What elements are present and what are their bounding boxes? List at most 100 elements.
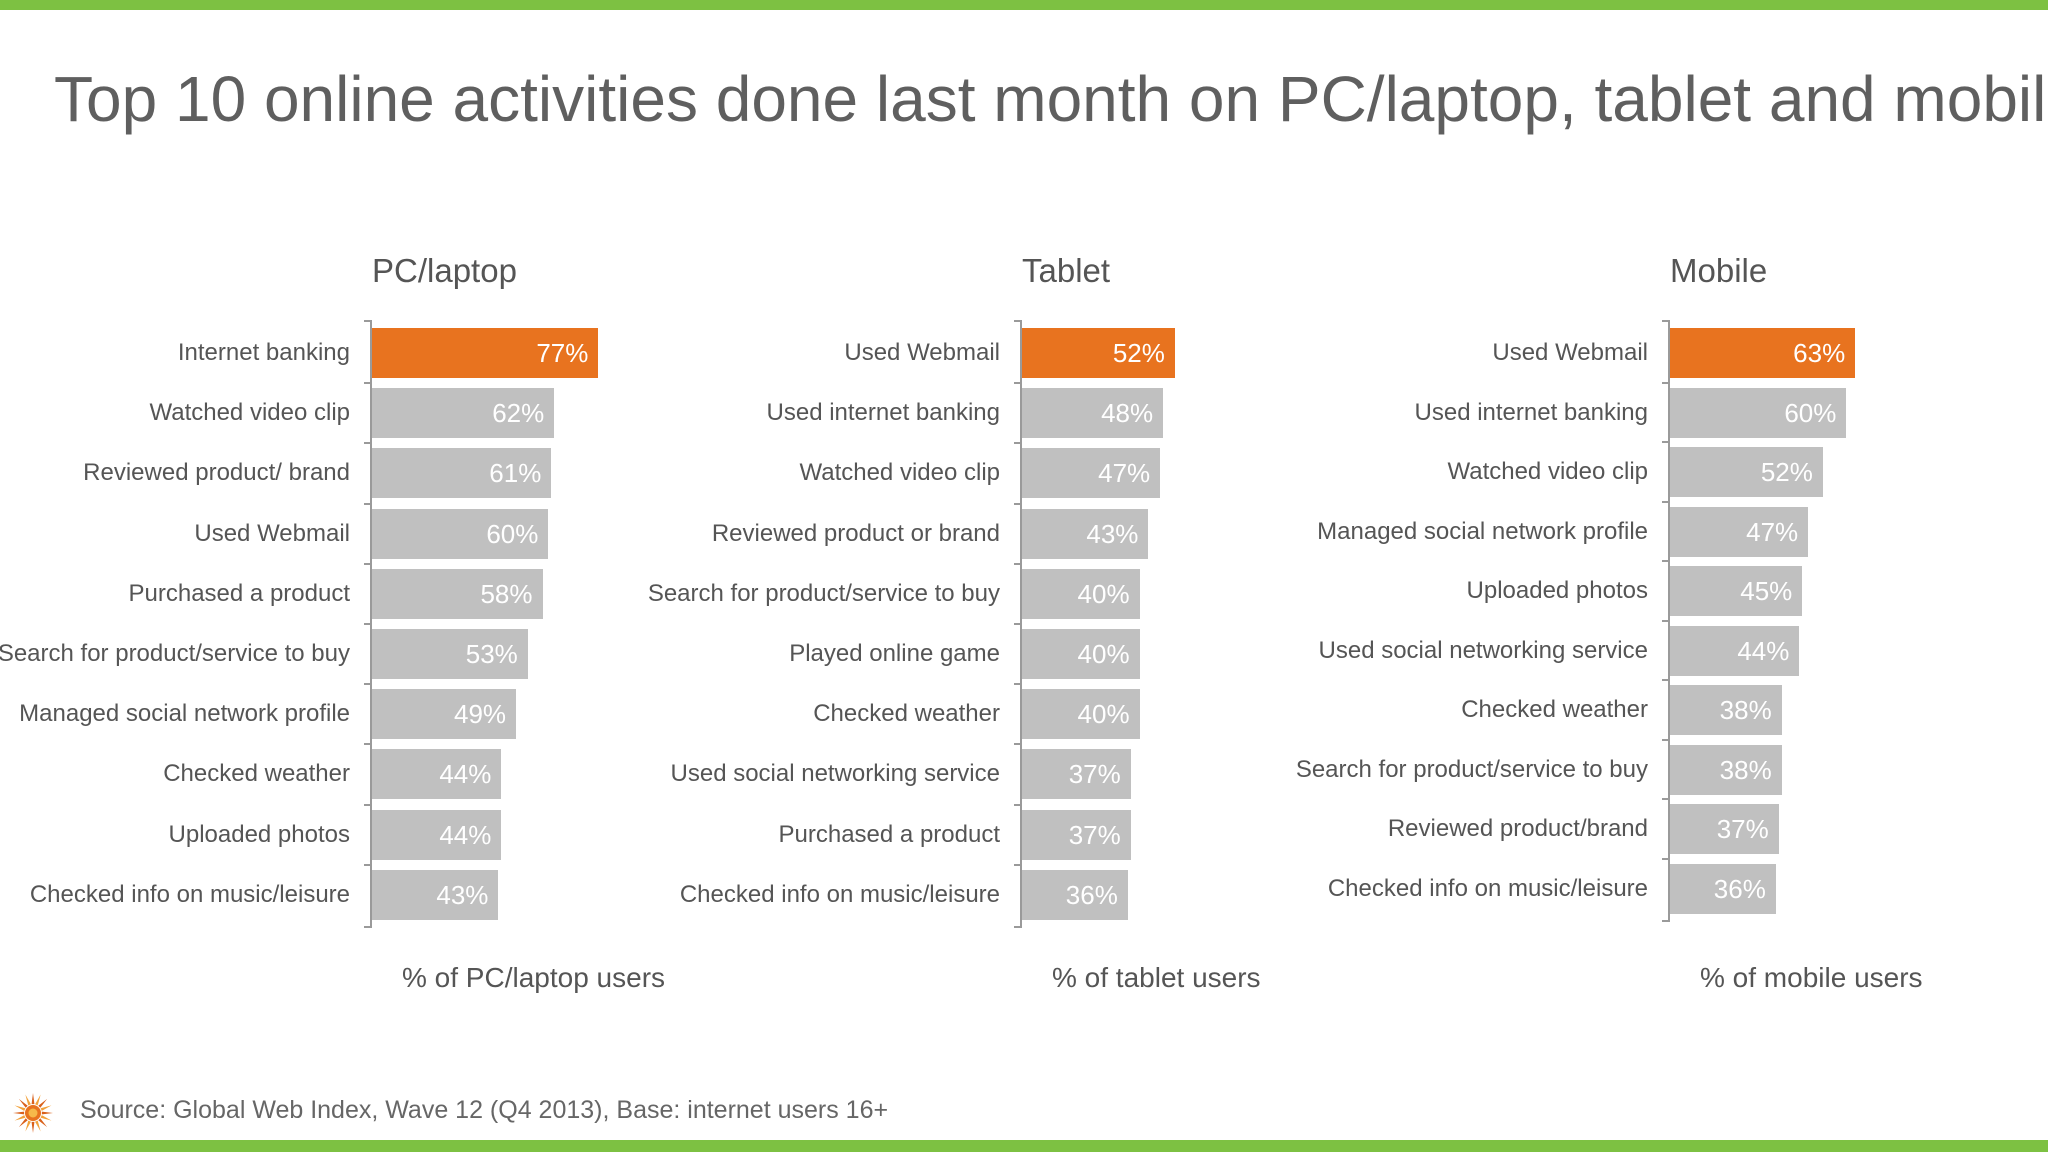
value-label: 49% [454,699,507,730]
bar-mobile [1670,744,1782,795]
chart-axis-pc-laptop [370,320,372,928]
chart-axis-tick [1662,738,1669,741]
category-label: Used Webmail [1492,339,1648,366]
bar-mobile [1670,328,1856,378]
value-label: 44% [439,819,492,850]
bar-pc-laptop [372,328,599,378]
bar-pc-laptop [372,388,555,439]
value-label: 77% [536,338,589,368]
bar-tablet [1022,448,1161,499]
chart-axis-tick [1662,679,1669,682]
chart-axis-tick [1662,441,1669,444]
chart-axis-tick [364,442,371,445]
category-label: Used Webmail [844,339,1000,366]
chart-title-tablet: Tablet [1022,252,1111,289]
bar-mobile [1670,804,1779,854]
chart-axis-tick [364,683,371,686]
chart-axis-tick [1014,442,1021,445]
chart-axis-tick [1662,560,1669,563]
category-label: Checked weather [813,700,1000,728]
value-label: 38% [1719,754,1772,785]
value-label: 48% [1101,398,1154,429]
bar-tablet [1022,809,1131,860]
bar-mobile [1670,387,1847,438]
category-label: Purchased a product [128,579,350,607]
chart-axis-tick [1662,381,1669,384]
chart-axis-tick [364,863,371,866]
bar-pc-laptop [372,448,552,499]
chart-axis-tick [1014,502,1021,505]
category-label: Watched video clip [1447,458,1648,485]
chart-axis-tick [1014,320,1021,322]
category-label: Search for product/service to buy [1295,755,1648,783]
category-label: Search for product/service to buy [647,579,1000,607]
category-label: Used social networking service [1318,636,1648,664]
chart-axis-tablet [1020,320,1022,928]
value-label: 58% [480,578,533,609]
value-label: 38% [1719,695,1772,725]
bar-mobile [1670,863,1776,914]
category-label: Checked info on music/leisure [1327,874,1648,902]
bar-pc-laptop [372,689,517,740]
category-label: Used internet banking [766,399,1000,427]
bar-tablet [1022,689,1140,740]
top-accent-bar [0,0,2048,10]
bar-pc-laptop [372,809,502,860]
bar-mobile [1670,566,1803,616]
bar-pc-laptop [372,508,549,559]
chart-axis-tick [1662,857,1669,860]
chart-axis-tick [364,562,371,565]
category-label: Search for product/service to buy [0,640,350,667]
category-label: Checked weather [1461,696,1648,723]
chart-axis-tick [364,743,371,746]
value-label: 52% [1760,457,1813,487]
category-label: Used internet banking [1414,398,1648,426]
value-label: 45% [1740,576,1793,606]
chart-axis-tick [1662,500,1669,503]
category-label: Checked weather [163,760,350,788]
value-label: 47% [1098,458,1151,489]
bar-tablet [1022,869,1128,920]
category-label: Used social networking service [670,760,1000,788]
page-title: Top 10 online activities done last month… [54,63,2048,135]
category-label: Checked info on music/leisure [679,880,1000,908]
category-label: Played online game [789,640,1000,667]
value-label: 37% [1068,759,1121,790]
chart-axis-tick [1014,382,1021,385]
bar-pc-laptop [372,629,528,679]
chart-axis-tick [1014,683,1021,686]
value-label: 43% [1086,518,1139,549]
chart-axis-tick [364,382,371,385]
category-label: Uploaded photos [168,820,350,848]
chart-axis-title-pc-laptop: % of PC/laptop users [402,962,666,993]
bar-tablet [1022,568,1140,619]
chart-axis-tick [1014,863,1021,866]
value-label: 52% [1112,338,1165,368]
chart-axis-tick [1662,619,1669,622]
value-label: 63% [1793,338,1846,368]
chart-axis-title-mobile: % of mobile users [1700,962,1923,993]
category-label: Reviewed product/brand [1387,815,1648,842]
category-label: Reviewed product/ brand [83,459,350,487]
bar-mobile [1670,625,1800,676]
value-label: 61% [489,458,542,489]
category-label: Managed social network profile [19,700,350,728]
bottom-accent-bar [0,1140,2048,1152]
value-label: 44% [439,759,492,790]
category-label: Watched video clip [149,399,350,427]
chart-title-pc-laptop: PC/laptop [372,252,517,289]
source-note: Source: Global Web Index, Wave 12 (Q4 20… [80,1096,889,1124]
bar-tablet [1022,328,1175,378]
value-label: 40% [1077,578,1130,609]
chart-axis-tick [1014,803,1021,806]
chart-axis-title-tablet: % of tablet users [1052,962,1261,993]
bar-mobile [1670,506,1809,557]
chart-axis-tick [364,803,371,806]
category-label: Managed social network profile [1317,517,1648,545]
value-label: 53% [465,639,518,669]
value-label: 44% [1737,635,1790,666]
chart-axis-tick [1662,919,1669,922]
category-label: Uploaded photos [1466,577,1648,604]
bar-tablet [1022,749,1131,800]
value-label: 40% [1077,639,1130,669]
